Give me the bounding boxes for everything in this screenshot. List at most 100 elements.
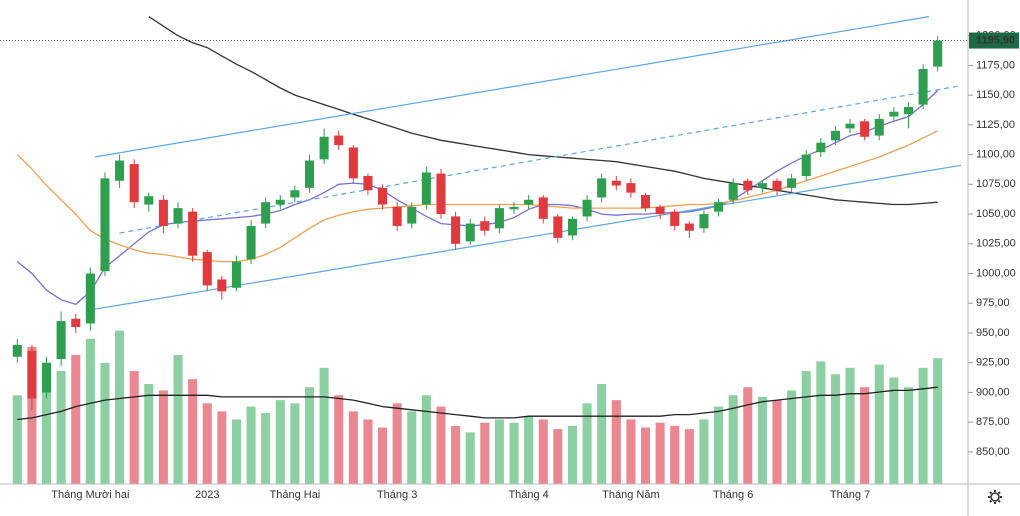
x-tick-label: Tháng Năm: [602, 489, 659, 501]
candle-body: [933, 40, 943, 67]
last-price-tag: [969, 32, 1019, 49]
volume-bar: [582, 403, 592, 484]
volume-bar: [611, 400, 621, 484]
volume-bar: [918, 367, 928, 484]
candle-body: [129, 164, 139, 203]
volume-bar: [728, 395, 738, 484]
volume-bar: [319, 367, 329, 484]
volume-bar: [845, 367, 855, 484]
x-tick-label: Tháng 6: [713, 489, 753, 501]
volume-bar: [816, 361, 826, 484]
volume-bar: [407, 411, 417, 484]
candle-body: [56, 321, 66, 360]
candle-body: [611, 180, 621, 186]
volume-bar: [12, 395, 22, 484]
volume-bar: [553, 429, 563, 484]
candle-body: [436, 173, 446, 215]
volume-bar: [655, 422, 665, 484]
volume-bar: [173, 354, 183, 484]
candle-body: [567, 218, 577, 236]
x-tick-label: Tháng 4: [508, 489, 548, 501]
candle-body: [173, 208, 183, 224]
candle-body: [115, 160, 125, 181]
y-tick-label: 1175,00: [976, 59, 1015, 71]
candle-body: [348, 147, 358, 179]
volume-bar: [100, 363, 110, 484]
volume-bar: [889, 377, 899, 484]
volume-bar: [465, 432, 475, 484]
y-tick-label: 1075,00: [976, 178, 1016, 190]
y-tick-label: 900,00: [976, 386, 1010, 398]
candle-body: [100, 178, 110, 272]
volume-ma: [17, 386, 938, 421]
volume-bar: [451, 425, 461, 484]
candle-body: [231, 261, 241, 288]
candle-body: [524, 199, 534, 205]
volume-bar: [41, 387, 52, 484]
candle-body: [12, 344, 22, 357]
trend-line: [119, 85, 962, 234]
candle-body: [378, 187, 388, 205]
candle-body: [830, 130, 840, 141]
candle-body: [304, 160, 315, 188]
volume-bar: [714, 406, 724, 484]
candle-body: [509, 206, 519, 210]
candle-body: [874, 118, 884, 136]
volume-bar: [670, 425, 680, 484]
volume-bar: [261, 413, 271, 484]
volume-bar: [378, 427, 388, 484]
candle-body: [903, 107, 914, 115]
volume-bar: [874, 364, 884, 484]
volume-bar: [436, 406, 446, 484]
candle-body: [202, 252, 212, 286]
volume-bar: [787, 390, 797, 484]
volume-bar: [85, 338, 95, 484]
candle-body: [889, 111, 899, 117]
y-tick-label: 875,00: [976, 416, 1010, 428]
candle-body: [451, 216, 461, 244]
volume-bar: [903, 387, 914, 484]
y-tick-label: 1025,00: [976, 238, 1016, 250]
volume-bar: [71, 354, 81, 484]
volume-bar: [129, 371, 139, 484]
y-tick-label: 1150,00: [976, 89, 1015, 101]
volume-bar: [699, 419, 709, 484]
volume-bar: [538, 419, 548, 484]
candle-body: [407, 206, 417, 224]
settings-icon[interactable]: [988, 490, 1002, 504]
y-tick-label: 1100,00: [976, 149, 1015, 161]
candle-body: [582, 199, 592, 217]
candle-body: [655, 206, 665, 215]
volume-bar: [509, 422, 519, 484]
x-tick-label: 2023: [195, 489, 219, 501]
volume-bar: [217, 411, 227, 484]
y-tick-label: 925,00: [976, 357, 1010, 369]
volume-bar: [202, 403, 212, 484]
volume-bar: [392, 403, 402, 484]
candle-body: [787, 178, 797, 188]
candle-body: [538, 197, 548, 219]
candle-body: [845, 123, 855, 129]
candle-body: [772, 180, 782, 191]
volume-bar: [684, 429, 694, 484]
volume-bar: [27, 346, 37, 484]
volume-bar: [348, 411, 358, 484]
candle-body: [728, 183, 738, 200]
volume-bar: [144, 383, 154, 484]
volume-bar: [421, 395, 431, 484]
plot-area: [0, 16, 968, 484]
trend-line: [94, 16, 930, 158]
candle-body: [392, 206, 402, 226]
candle-body: [319, 136, 329, 160]
candle-body: [918, 68, 928, 105]
candle-body: [757, 183, 767, 188]
y-tick-label: 950,00: [976, 327, 1010, 339]
candle-body: [246, 225, 256, 260]
volume-bar: [772, 400, 782, 484]
candle-body: [290, 190, 300, 198]
candle-body: [494, 208, 504, 229]
candle-body: [158, 199, 168, 226]
volume-bar: [567, 425, 577, 484]
volume-bar: [626, 419, 636, 484]
